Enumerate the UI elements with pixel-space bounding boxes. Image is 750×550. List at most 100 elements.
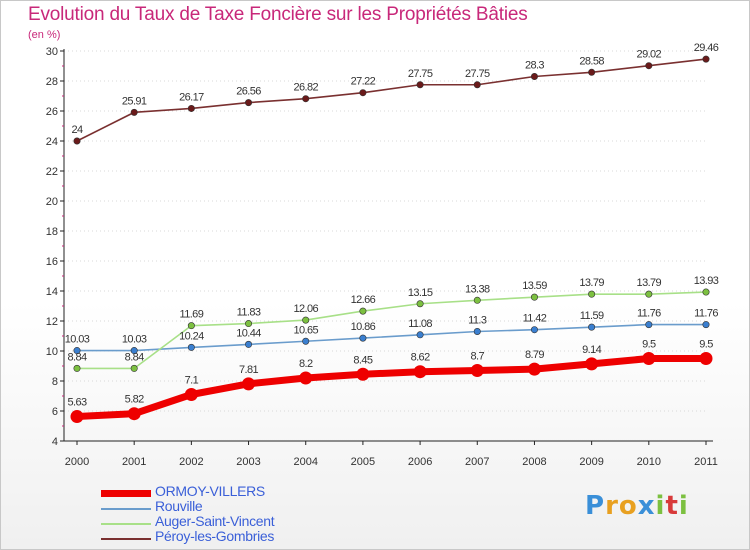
data-point: [70, 410, 84, 424]
data-point: [416, 300, 424, 308]
data-point: [702, 288, 710, 296]
data-label: 24: [71, 124, 83, 136]
data-label: 8.2: [299, 358, 313, 370]
x-tick-label: 2001: [122, 456, 146, 468]
data-label: 13.79: [579, 277, 604, 289]
data-point: [702, 321, 710, 329]
data-point: [302, 316, 310, 324]
data-label: 7.81: [239, 364, 258, 376]
data-label: 10.65: [293, 324, 318, 336]
data-label: 10.03: [122, 334, 147, 346]
data-point: [416, 81, 424, 89]
data-label: 13.79: [637, 277, 662, 289]
data-point: [416, 331, 424, 339]
data-point: [585, 357, 599, 371]
data-point: [130, 347, 138, 355]
data-label: 12.06: [293, 303, 318, 315]
data-point: [242, 377, 256, 391]
data-label: 29.46: [694, 42, 719, 54]
data-label: 28.3: [525, 60, 544, 72]
data-label: 7.1: [185, 375, 199, 387]
x-tick-label: 2008: [522, 456, 546, 468]
legend-swatch: [101, 490, 151, 497]
data-label: 26.56: [236, 86, 261, 98]
data-label: 9.5: [642, 339, 656, 351]
data-label: 9.5: [699, 339, 713, 351]
data-point: [530, 73, 538, 81]
x-tick-label: 2000: [65, 456, 89, 468]
data-point: [470, 364, 484, 377]
x-tick-label: 2009: [579, 456, 603, 468]
data-point: [530, 293, 538, 301]
x-tick-label: 2006: [408, 456, 432, 468]
data-label: 11.76: [637, 308, 661, 320]
y-tick-label: 12: [46, 316, 58, 328]
data-label: 13.93: [694, 275, 719, 287]
data-point: [73, 347, 81, 355]
data-point: [359, 307, 367, 315]
data-point: [588, 323, 596, 331]
series-line: [76, 58, 707, 142]
data-label: 26.82: [293, 82, 318, 94]
data-label: 10.44: [236, 327, 261, 339]
data-label: 13.38: [465, 283, 490, 295]
series-line: [76, 291, 707, 370]
data-label: 9.14: [582, 344, 601, 356]
y-tick-label: 4: [52, 436, 58, 448]
series-line: [76, 323, 707, 352]
data-point: [73, 364, 81, 372]
data-point: [473, 327, 481, 335]
data-point: [702, 55, 710, 63]
data-point: [73, 137, 81, 145]
y-tick-label: 16: [46, 256, 58, 268]
data-label: 13.15: [408, 287, 433, 299]
data-point: [530, 326, 538, 334]
legend-label: ORMOY-VILLERS: [155, 483, 265, 499]
chart-unit-label: (en %): [28, 29, 61, 41]
data-point: [187, 322, 195, 330]
data-point: [245, 340, 253, 348]
legend-swatch: [101, 523, 151, 525]
data-point: [645, 321, 653, 329]
data-point: [473, 81, 481, 89]
data-point: [127, 407, 141, 421]
data-label: 8.84: [67, 351, 86, 363]
data-point: [359, 89, 367, 97]
x-tick-label: 2005: [351, 456, 375, 468]
data-point: [588, 68, 596, 76]
x-tick-label: 2003: [236, 456, 260, 468]
logo-letter: o: [618, 491, 638, 521]
data-label: 8.79: [525, 349, 544, 361]
data-point: [645, 290, 653, 298]
data-point: [527, 362, 541, 376]
x-tick-label: 2004: [293, 456, 317, 468]
data-label: 28.58: [579, 55, 604, 67]
data-label: 11.59: [580, 310, 604, 322]
data-label: 11.69: [180, 309, 204, 321]
data-point: [588, 290, 596, 298]
legend-label: Auger-Saint-Vincent: [155, 513, 275, 529]
data-label: 5.63: [67, 397, 86, 409]
logo-letter: t: [665, 491, 679, 521]
data-label: 27.75: [408, 68, 433, 80]
y-tick-label: 14: [46, 286, 58, 298]
data-label: 11.08: [408, 318, 432, 330]
logo-letter: x: [637, 491, 656, 521]
data-point: [187, 104, 195, 112]
data-point: [299, 371, 313, 385]
data-label: 8.7: [471, 351, 485, 363]
data-label: 8.45: [353, 354, 372, 366]
data-label: 26.17: [179, 91, 204, 103]
logo-letter: i: [655, 491, 666, 521]
data-label: 29.02: [637, 49, 662, 61]
data-label: 27.75: [465, 68, 490, 80]
data-label: 8.62: [411, 352, 430, 364]
data-label: 10.86: [351, 321, 376, 333]
y-tick-label: 20: [46, 196, 58, 208]
x-tick-label: 2002: [179, 456, 203, 468]
data-label: 11.83: [237, 307, 261, 319]
data-point: [413, 365, 427, 379]
x-tick-label: 2010: [637, 456, 661, 468]
